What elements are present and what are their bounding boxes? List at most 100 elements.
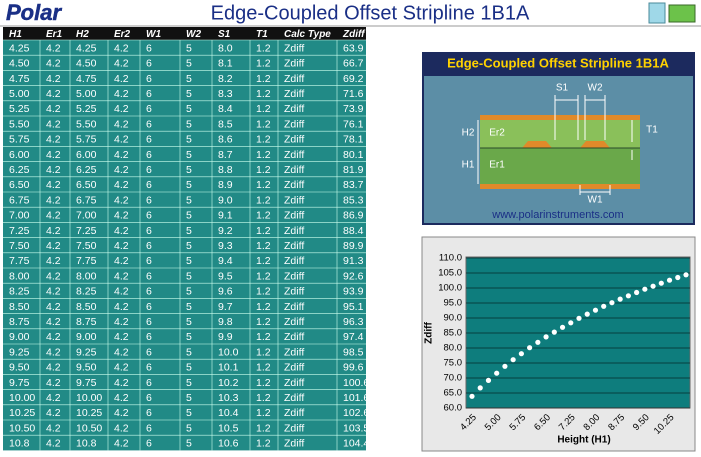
data-point bbox=[634, 290, 639, 295]
table-cell: 8.75 bbox=[9, 316, 30, 328]
table-cell: 85.3 bbox=[343, 194, 364, 206]
table-cell: Zdiff bbox=[284, 316, 304, 328]
table-cell: 5 bbox=[186, 316, 192, 328]
table-cell: 1.2 bbox=[256, 225, 271, 237]
table-cell: Zdiff bbox=[284, 73, 304, 85]
data-point bbox=[667, 278, 672, 283]
y-tick-label: 100.0 bbox=[438, 283, 462, 294]
table-cell: 6 bbox=[146, 73, 152, 85]
table-cell: 4.2 bbox=[46, 103, 61, 115]
column-header: T1 bbox=[256, 29, 268, 40]
table-cell: Zdiff bbox=[284, 103, 304, 115]
table-cell: Zdiff bbox=[284, 346, 304, 358]
table-cell: 8.00 bbox=[76, 270, 97, 282]
table-cell: 1.2 bbox=[256, 134, 271, 146]
data-point bbox=[618, 297, 623, 302]
table-cell: 4.2 bbox=[46, 377, 61, 389]
table-cell: 1.2 bbox=[256, 149, 271, 161]
table-cell: 9.25 bbox=[76, 346, 97, 358]
table-cell: 1.2 bbox=[256, 88, 271, 100]
y-tick-label: 70.0 bbox=[444, 373, 463, 384]
y-tick-label: 65.0 bbox=[444, 388, 463, 399]
table-cell: 1.2 bbox=[256, 103, 271, 115]
table-cell: 9.5 bbox=[218, 270, 233, 282]
canvas: Polar Edge-Coupled Offset Stripline 1B1A… bbox=[0, 0, 701, 452]
table-cell: 100.6 bbox=[343, 377, 369, 389]
table-cell: 63.9 bbox=[343, 42, 364, 54]
column-header: H1 bbox=[9, 29, 22, 40]
table-cell: 4.2 bbox=[114, 88, 129, 100]
table-cell: 6 bbox=[146, 134, 152, 146]
table-cell: 6 bbox=[146, 270, 152, 282]
label-er1: Er1 bbox=[489, 160, 505, 171]
data-point bbox=[626, 293, 631, 298]
table-cell: 4.2 bbox=[114, 331, 129, 343]
table-cell: 81.9 bbox=[343, 164, 364, 176]
table-cell: 1.2 bbox=[256, 270, 271, 282]
table-cell: 6 bbox=[146, 164, 152, 176]
table-cell: 4.2 bbox=[46, 164, 61, 176]
calculator-icon[interactable] bbox=[649, 3, 665, 23]
table-cell: Zdiff bbox=[284, 438, 304, 450]
table-cell: 4.2 bbox=[114, 225, 129, 237]
table-cell: 8.1 bbox=[218, 58, 233, 70]
table-cell: 5 bbox=[186, 225, 192, 237]
table-cell: 4.2 bbox=[114, 42, 129, 54]
table-cell: 97.4 bbox=[343, 331, 364, 343]
data-point bbox=[494, 371, 499, 376]
table-cell: 9.1 bbox=[218, 210, 233, 222]
table-cell: 1.2 bbox=[256, 73, 271, 85]
table-cell: 5 bbox=[186, 422, 192, 434]
table-cell: 4.2 bbox=[46, 331, 61, 343]
data-point bbox=[576, 316, 581, 321]
table-cell: 10.8 bbox=[76, 438, 97, 450]
table-cell: 4.2 bbox=[114, 286, 129, 298]
table-cell: 4.2 bbox=[114, 134, 129, 146]
table-cell: 4.2 bbox=[46, 407, 61, 419]
y-tick-label: 75.0 bbox=[444, 358, 463, 369]
table-cell: Zdiff bbox=[284, 149, 304, 161]
table-cell: 6 bbox=[146, 438, 152, 450]
table-cell: 8.9 bbox=[218, 179, 233, 191]
table-cell: 7.75 bbox=[76, 255, 97, 267]
table-cell: Zdiff bbox=[284, 210, 304, 222]
table-cell: 99.6 bbox=[343, 362, 364, 374]
table-cell: 6.75 bbox=[9, 194, 30, 206]
column-header: S1 bbox=[218, 29, 231, 40]
table-cell: 8.5 bbox=[218, 118, 233, 130]
table-cell: 4.2 bbox=[46, 179, 61, 191]
table-cell: 1.2 bbox=[256, 438, 271, 450]
table-cell: 6 bbox=[146, 103, 152, 115]
table-cell: 1.2 bbox=[256, 316, 271, 328]
table-cell: 4.2 bbox=[46, 58, 61, 70]
table-cell: 91.3 bbox=[343, 255, 364, 267]
data-point bbox=[486, 378, 491, 383]
table-cell: 7.25 bbox=[9, 225, 30, 237]
table-cell: 8.3 bbox=[218, 88, 233, 100]
table-cell: Zdiff bbox=[284, 407, 304, 419]
table-cell: 10.3 bbox=[218, 392, 239, 404]
table-cell: 10.6 bbox=[218, 438, 239, 450]
table-cell: 5 bbox=[186, 73, 192, 85]
folder-icon[interactable] bbox=[669, 5, 695, 22]
label-h2: H2 bbox=[462, 128, 475, 139]
table-cell: 9.0 bbox=[218, 194, 233, 206]
table-cell: 7.25 bbox=[76, 225, 97, 237]
table-cell: 10.0 bbox=[218, 346, 239, 358]
table-cell: 5 bbox=[186, 438, 192, 450]
table-cell: 5 bbox=[186, 210, 192, 222]
table-cell: 8.50 bbox=[76, 301, 97, 313]
table-cell: 4.2 bbox=[114, 377, 129, 389]
table-cell: 4.75 bbox=[76, 73, 97, 85]
table-cell: 5.75 bbox=[9, 134, 30, 146]
column-header: H2 bbox=[76, 29, 89, 40]
table-cell: 1.2 bbox=[256, 118, 271, 130]
table-cell: 5.25 bbox=[9, 103, 30, 115]
table-cell: 89.9 bbox=[343, 240, 364, 252]
page-title: Edge-Coupled Offset Stripline 1B1A bbox=[211, 2, 530, 24]
table-cell: Zdiff bbox=[284, 301, 304, 313]
y-axis-title: Zdiff bbox=[424, 322, 435, 344]
diagram-url[interactable]: www.polarinstruments.com bbox=[491, 209, 623, 221]
label-w1: W1 bbox=[588, 195, 603, 206]
table-cell: 8.8 bbox=[218, 164, 233, 176]
